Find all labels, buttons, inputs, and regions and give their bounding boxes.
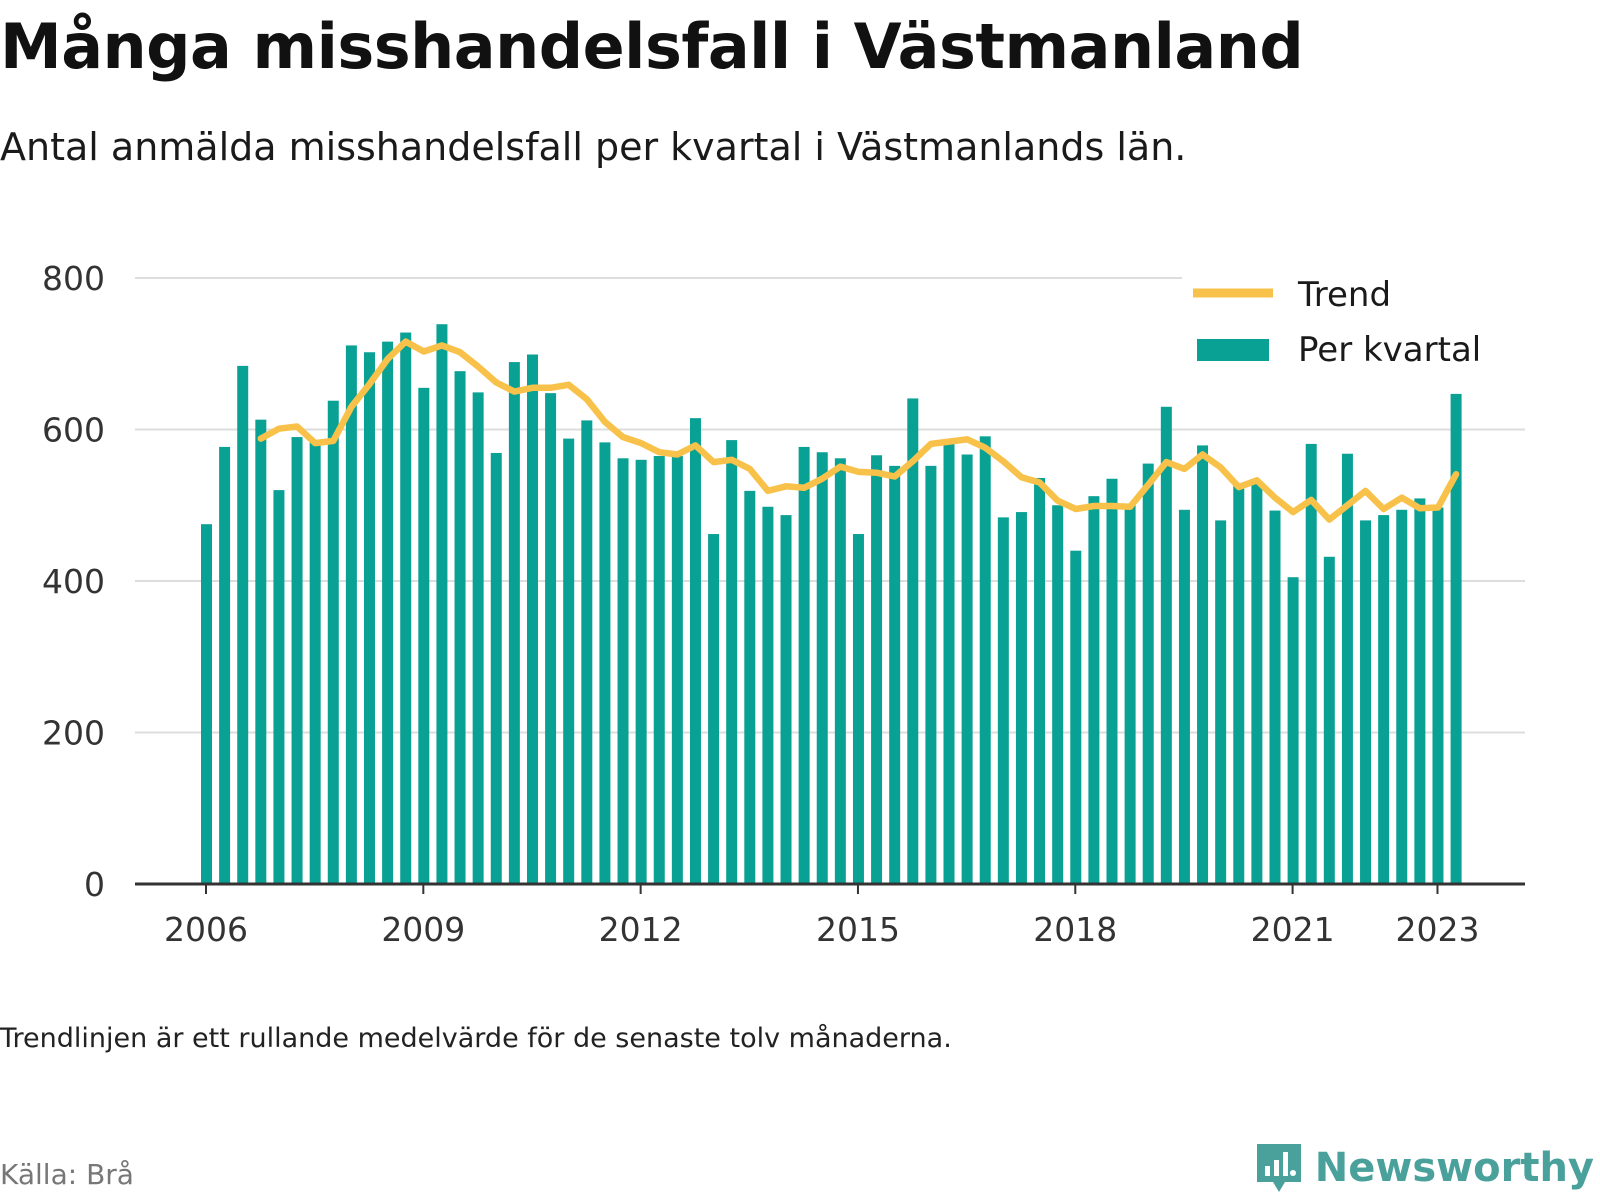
legend-per-kvartal-swatch [1197,339,1269,361]
bar [327,400,339,884]
bar [997,517,1009,884]
legend-trend-label: Trend [1297,275,1391,315]
y-tick-label: 200 [42,714,105,753]
bar [1178,509,1190,884]
bar [273,490,285,884]
bar [255,419,267,884]
brand-logo: Newsworthy [1253,1140,1594,1196]
x-tick-label: 2018 [1033,910,1117,949]
bar [418,387,430,884]
legend-per-kvartal-label: Per kvartal [1298,330,1481,370]
bar [1269,510,1281,884]
bar [581,420,593,884]
footnote: Trendlinjen är ett rullande medelvärde f… [0,1023,952,1054]
bar [834,458,846,884]
trend-line-layer [257,338,1460,523]
source-label: Källa: Brå [0,1158,134,1191]
bar [1396,509,1408,884]
bar [454,371,466,884]
y-tick-label: 600 [42,411,105,450]
x-tick-label: 2021 [1251,910,1335,949]
bar [1034,477,1046,884]
bar [816,452,828,884]
bar [309,440,321,884]
x-axis-ticks: 2006 2009 2012 2015 2018 2021 2023 [164,884,1479,949]
bar [889,465,901,884]
bar [1450,393,1462,884]
y-tick-label: 800 [42,259,105,298]
bar [1341,453,1353,884]
bar [1142,463,1154,884]
bar [871,455,883,884]
bar [382,341,394,884]
x-tick-label: 2009 [381,910,465,949]
bar [780,515,792,884]
bars-per-kvartal [201,324,1462,885]
bar [1323,556,1335,884]
bar [1015,512,1027,884]
bar [907,398,919,884]
bar [617,458,629,884]
bar [219,446,231,884]
bar [1197,445,1209,884]
bar [363,352,375,884]
bar [1088,496,1100,884]
bar [599,442,611,884]
bar [545,393,557,884]
bar [1432,507,1444,884]
bar [852,534,864,884]
chart-speech-bubble-icon [1256,1144,1301,1192]
bar [744,490,756,884]
bar [635,459,647,884]
bar [653,456,665,884]
bar [563,438,575,884]
bar [925,465,937,884]
bar [1305,443,1317,884]
x-tick-label: 2012 [599,910,683,949]
bar [1251,482,1263,884]
x-tick-label: 2006 [164,910,248,949]
bar [526,354,538,884]
bar [689,418,701,884]
bar [436,324,448,884]
bar [1106,478,1118,884]
y-tick-label: 400 [42,562,105,601]
y-tick-label: 0 [84,865,105,904]
bar [1233,485,1245,884]
bar [508,362,520,884]
bar [798,446,810,884]
bar [1124,505,1136,884]
x-tick-label: 2015 [816,910,900,949]
bar [1052,505,1064,884]
bar [708,534,720,884]
bar [490,452,502,884]
bar [726,440,738,884]
brand-name: Newsworthy [1314,1145,1594,1191]
x-tick-label: 2023 [1395,910,1479,949]
bar [237,365,249,884]
chart-title: Många misshandelsfall i Västmanland [0,10,1304,83]
bar [943,440,955,884]
chart-subtitle: Antal anmälda misshandelsfall per kvarta… [0,125,1187,169]
bar [961,454,973,884]
y-axis-tick-labels: 0 200 400 600 800 [42,259,105,904]
trend-line [257,338,1460,523]
bar [1360,520,1372,884]
bar [1215,520,1227,884]
bar [345,345,357,885]
bar [1414,498,1426,884]
bar [1287,577,1299,884]
bar [671,456,683,884]
bar [1378,515,1390,884]
bar [1070,550,1082,884]
bar [979,436,991,884]
bar [472,392,484,884]
legend: Trend Per kvartal [1182,270,1532,382]
bar [762,506,774,884]
bar [291,437,303,884]
bar [201,524,212,884]
bar [400,332,412,884]
bar [1160,406,1172,884]
